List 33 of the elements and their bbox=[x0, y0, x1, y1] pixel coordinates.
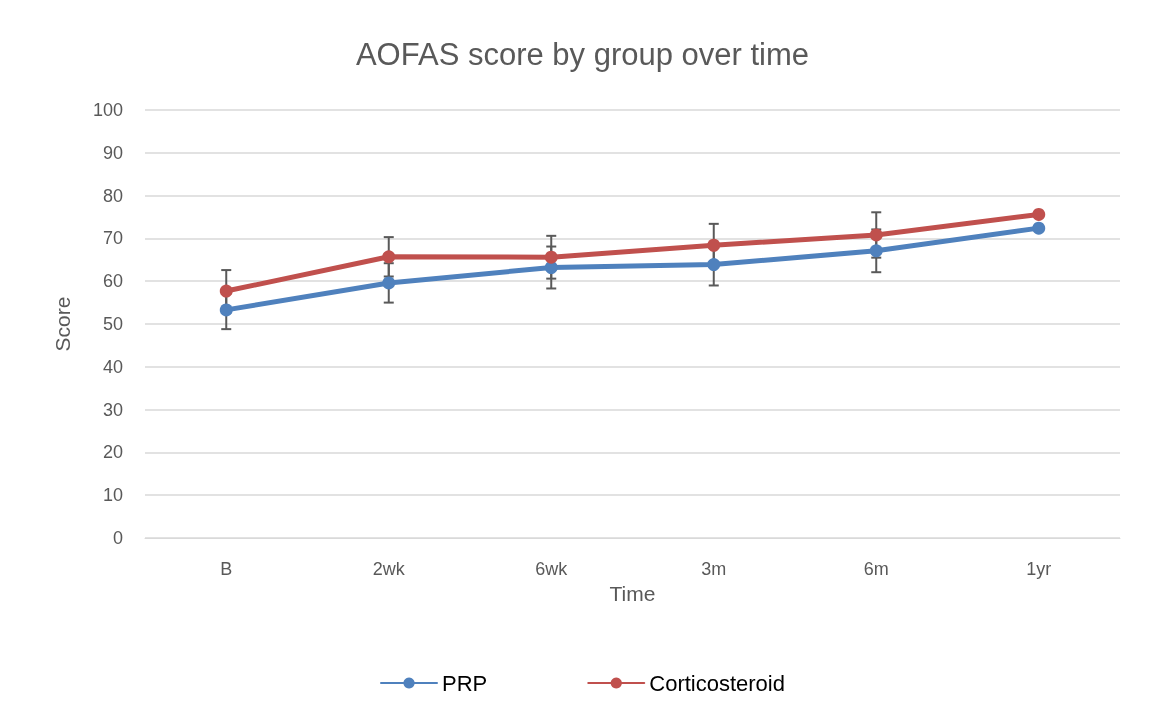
y-tick-label: 20 bbox=[102, 442, 123, 463]
point bbox=[544, 250, 558, 264]
y-tick-label: 10 bbox=[102, 485, 123, 506]
x-tick-label: 1yr bbox=[1026, 559, 1052, 579]
point bbox=[707, 258, 721, 271]
x-tick-label: 2wk bbox=[372, 559, 406, 579]
y-tick-label: 30 bbox=[102, 399, 123, 420]
y-tick-label: 0 bbox=[112, 528, 123, 548]
legend-label: PRP bbox=[442, 670, 488, 696]
chart-title: AOFAS score by group over time bbox=[355, 37, 810, 72]
point bbox=[869, 244, 883, 258]
x-tick-label: 6wk bbox=[535, 559, 569, 579]
y-tick-label: 100 bbox=[92, 100, 123, 120]
y-tick-label: 90 bbox=[102, 142, 123, 163]
point bbox=[219, 284, 233, 298]
y-tick-label: 40 bbox=[102, 356, 123, 377]
point bbox=[869, 228, 883, 242]
point bbox=[382, 276, 396, 290]
point bbox=[1032, 221, 1046, 235]
point bbox=[707, 238, 721, 252]
y-axis-title: Score bbox=[51, 296, 74, 352]
x-tick-label: B bbox=[220, 559, 233, 579]
y-tick-label: 70 bbox=[102, 228, 123, 249]
y-tick-label: 60 bbox=[102, 271, 123, 292]
point bbox=[382, 250, 396, 264]
point bbox=[219, 303, 233, 317]
y-tick-label: 50 bbox=[102, 314, 123, 334]
point bbox=[1032, 207, 1046, 221]
x-tick-label: 6m bbox=[863, 559, 889, 579]
legend-label: Corticosteroid bbox=[649, 670, 785, 696]
x-axis-title: Time bbox=[609, 582, 656, 605]
y-tick-label: 80 bbox=[102, 185, 123, 206]
x-tick-label: 3m bbox=[701, 559, 727, 579]
